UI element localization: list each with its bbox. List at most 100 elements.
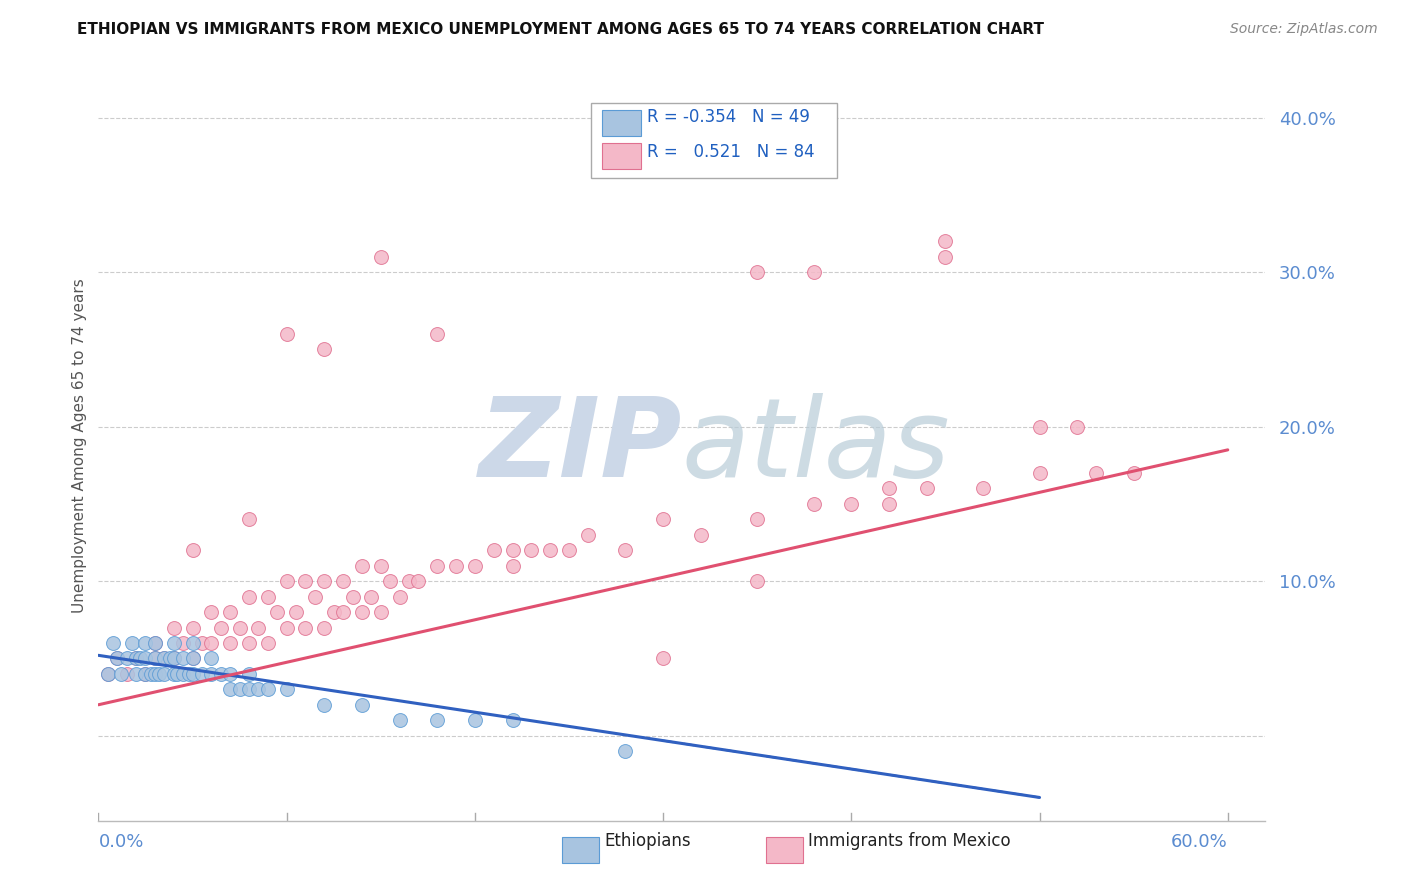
Point xyxy=(103,636,125,650)
Point xyxy=(148,666,170,681)
Point xyxy=(219,636,242,650)
Point xyxy=(163,666,186,681)
Point xyxy=(163,636,186,650)
Point xyxy=(181,543,204,558)
Point xyxy=(219,666,242,681)
Point xyxy=(314,574,336,589)
Point xyxy=(200,605,222,619)
Point xyxy=(1122,466,1144,480)
Point xyxy=(238,682,260,697)
Text: Immigrants from Mexico: Immigrants from Mexico xyxy=(808,832,1011,850)
Point xyxy=(332,574,354,589)
Point xyxy=(191,636,214,650)
Point xyxy=(1066,419,1088,434)
Point xyxy=(276,621,298,635)
Point xyxy=(322,605,344,619)
Point xyxy=(915,482,938,496)
Point xyxy=(238,666,260,681)
Point xyxy=(159,651,181,665)
Text: 0.0%: 0.0% xyxy=(98,833,143,851)
Text: Source: ZipAtlas.com: Source: ZipAtlas.com xyxy=(1230,22,1378,37)
Point xyxy=(747,265,769,279)
Point xyxy=(115,666,138,681)
Point xyxy=(181,621,204,635)
Text: ETHIOPIAN VS IMMIGRANTS FROM MEXICO UNEMPLOYMENT AMONG AGES 65 TO 74 YEARS CORRE: ETHIOPIAN VS IMMIGRANTS FROM MEXICO UNEM… xyxy=(77,22,1045,37)
Point xyxy=(181,636,204,650)
Point xyxy=(502,713,524,727)
Point xyxy=(200,666,222,681)
Point xyxy=(172,666,194,681)
Point xyxy=(181,651,204,665)
Point xyxy=(304,590,326,604)
Point xyxy=(153,651,176,665)
Point xyxy=(247,621,270,635)
Point xyxy=(934,235,956,249)
Point xyxy=(426,713,449,727)
Point xyxy=(266,605,288,619)
Text: 60.0%: 60.0% xyxy=(1171,833,1227,851)
Point xyxy=(482,543,505,558)
Point xyxy=(747,512,769,526)
Point xyxy=(134,636,156,650)
Point xyxy=(228,682,250,697)
Point xyxy=(538,543,561,558)
Point xyxy=(558,543,581,558)
Point xyxy=(444,558,467,573)
Point xyxy=(747,574,769,589)
Point xyxy=(520,543,543,558)
Text: atlas: atlas xyxy=(682,392,950,500)
Point xyxy=(350,605,373,619)
Point xyxy=(238,590,260,604)
Point xyxy=(652,651,675,665)
Point xyxy=(314,343,336,357)
Point xyxy=(256,636,278,650)
Point xyxy=(209,621,232,635)
Point xyxy=(200,651,222,665)
Point xyxy=(388,590,411,604)
Point xyxy=(803,265,825,279)
Point xyxy=(276,574,298,589)
Point xyxy=(228,621,250,635)
Point xyxy=(652,512,675,526)
Point xyxy=(219,682,242,697)
Point xyxy=(1028,466,1050,480)
Point xyxy=(877,497,900,511)
Point xyxy=(121,636,143,650)
Point xyxy=(125,666,148,681)
Point xyxy=(380,574,402,589)
Point xyxy=(398,574,420,589)
Point xyxy=(181,651,204,665)
Point xyxy=(803,497,825,511)
Point xyxy=(200,636,222,650)
Point xyxy=(689,528,711,542)
Point xyxy=(163,621,186,635)
Point xyxy=(143,651,166,665)
Point xyxy=(1085,466,1108,480)
Text: Ethiopians: Ethiopians xyxy=(605,832,692,850)
Point xyxy=(115,651,138,665)
Point xyxy=(314,698,336,712)
Point xyxy=(163,651,186,665)
Point xyxy=(143,636,166,650)
Point xyxy=(350,558,373,573)
Point xyxy=(370,558,392,573)
Point xyxy=(143,636,166,650)
Point xyxy=(294,621,316,635)
Point xyxy=(464,558,486,573)
Point xyxy=(110,666,132,681)
Point xyxy=(370,605,392,619)
Point xyxy=(134,666,156,681)
Point xyxy=(614,543,637,558)
Point xyxy=(426,326,449,341)
Point xyxy=(276,326,298,341)
Point xyxy=(576,528,599,542)
Point xyxy=(238,512,260,526)
Point xyxy=(177,666,200,681)
Point xyxy=(172,636,194,650)
Point xyxy=(256,682,278,697)
Point xyxy=(97,666,120,681)
Point xyxy=(209,666,232,681)
Point xyxy=(332,605,354,619)
Point xyxy=(105,651,128,665)
Point xyxy=(139,666,162,681)
